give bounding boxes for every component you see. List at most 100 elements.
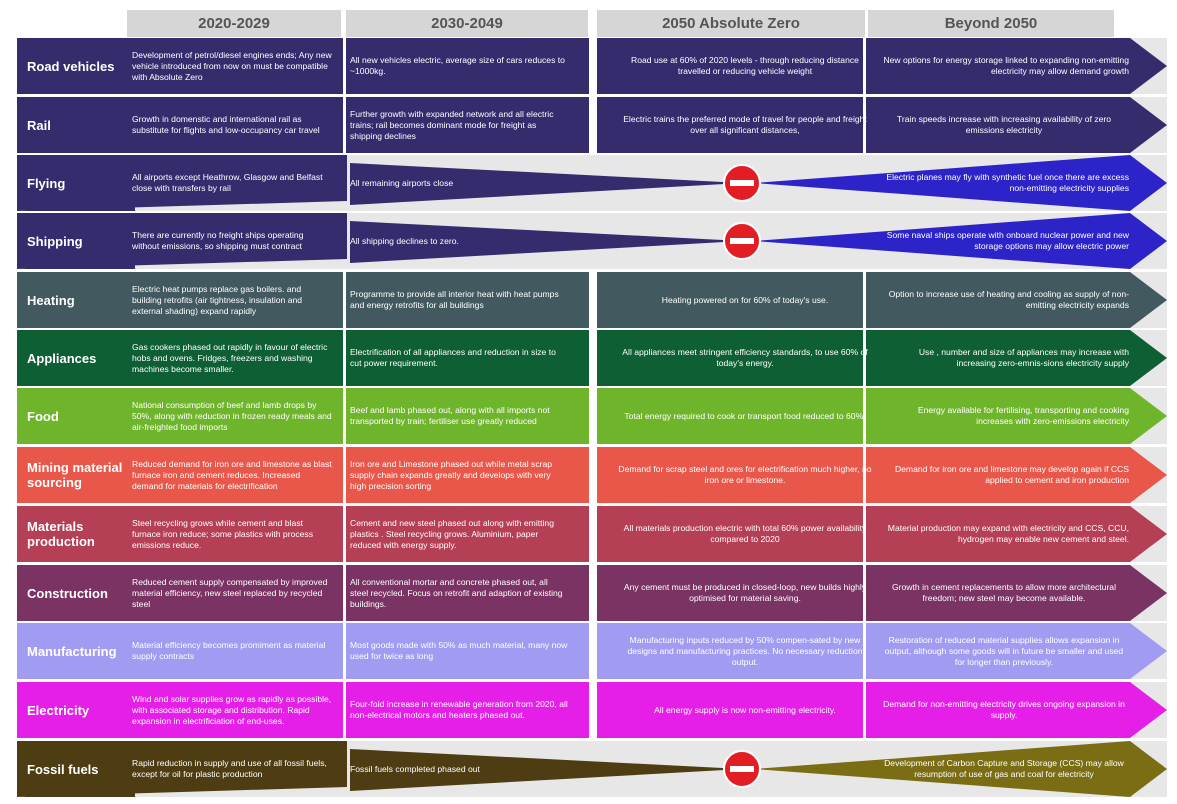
column-separator (343, 330, 346, 386)
row-band (17, 447, 1167, 503)
row-shipping: Shipping There are currently no freight s… (17, 213, 1167, 269)
column-separator (343, 623, 346, 679)
column-separator (863, 682, 866, 738)
cell-c4: Growth in cement replacements to allow m… (891, 582, 1116, 603)
band-seg-top (346, 623, 589, 631)
band-expand (754, 741, 1167, 797)
cell-c4: Option to increase use of heating and co… (888, 289, 1129, 310)
no-entry-bar (730, 180, 754, 186)
column-separator (863, 447, 866, 503)
no-entry-icon (723, 750, 761, 788)
row-label: Flying (17, 155, 135, 211)
cell-c4: Use , number and size of appliances may … (918, 347, 1129, 368)
cell-c1: All airports except Heathrow, Glasgow an… (132, 172, 323, 193)
column-separator (343, 506, 346, 562)
band-seg-c3 (597, 272, 863, 328)
column-separator (589, 330, 597, 386)
column-separator (343, 97, 346, 153)
column-separator (863, 97, 866, 153)
band-seg-top (346, 388, 589, 396)
column-separator (343, 272, 346, 328)
cell-c4: Energy available for fertilising, transp… (917, 405, 1129, 426)
band-seg-c3 (597, 623, 863, 679)
cell-c2: All new vehicles electric, average size … (350, 55, 565, 76)
row-label: Manufacturing (17, 623, 135, 679)
row-label: Construction (17, 565, 135, 621)
cell-c4: Some naval ships operate with onboard nu… (886, 230, 1129, 251)
row-materials-production: Materials production Steel recycling grow… (17, 506, 1167, 562)
column-separator (863, 272, 866, 328)
cell-c2: All shipping declines to zero. (350, 235, 459, 246)
cell-c4: Development of Carbon Capture and Storag… (884, 758, 1124, 779)
cell-c3: Heating powered on for 60% of today's us… (661, 294, 829, 305)
band-seg-top (346, 565, 589, 573)
cell-c1: Development of petrol/diesel engines end… (132, 49, 332, 82)
column-separator (589, 565, 597, 621)
row-electricity: Electricity Wind and solar supplies grow … (17, 682, 1167, 738)
band-seg-c3 (597, 388, 863, 444)
band-seg-c3 (597, 506, 863, 562)
column-separator (863, 330, 866, 386)
row-label: Rail (17, 97, 135, 153)
row-label: Food (17, 388, 135, 444)
no-entry-icon (723, 222, 761, 260)
row-rail: Rail Growth in domenstic and internationa… (17, 97, 1167, 153)
column-separator (589, 388, 597, 444)
cell-c1: There are currently no freight ships ope… (132, 230, 304, 251)
cell-c3: Manufacturing inputs reduced by 50% comp… (627, 634, 863, 667)
cell-c4: Material production may expand with elec… (887, 523, 1129, 544)
cell-c2: Electrification of all appliances and re… (350, 347, 556, 368)
cell-c4: Demand for non-emitting electricity driv… (883, 699, 1125, 720)
row-road-vehicles: Road vehicles Development of petrol/diese… (17, 38, 1167, 94)
cell-c4: Demand for iron ore and limestone may de… (894, 464, 1129, 485)
cell-c2: Further growth with expanded network and… (350, 108, 554, 141)
band-taper-2 (350, 163, 742, 205)
row-mining-material-sourcing: Mining material sourcing Reduced demand f… (17, 447, 1167, 503)
band-seg-top (346, 330, 589, 338)
no-entry-bar (730, 238, 754, 244)
row-band (17, 330, 1167, 386)
row-label: Road vehicles (17, 38, 135, 94)
no-entry-bar (730, 766, 754, 772)
cell-c2: Programme to provide all interior heat w… (350, 289, 559, 310)
row-label: Shipping (17, 213, 135, 269)
row-flying: Flying All airports except Heathrow, Glas… (17, 155, 1167, 211)
cell-c1: Gas cookers phased out rapidly in favour… (132, 341, 328, 374)
cell-c2: Fossil fuels completed phased out (350, 763, 480, 774)
cell-c2: Iron ore and Limestone phased out while … (350, 458, 553, 491)
column-separator (589, 272, 597, 328)
column-separator (343, 38, 346, 94)
cell-c1: Reduced demand for iron ore and limeston… (132, 458, 332, 491)
band-expand (754, 213, 1167, 269)
row-label: Electricity (17, 682, 135, 738)
cell-c3: All energy supply is now non-emitting el… (654, 704, 836, 715)
band-seg-c3 (597, 38, 863, 94)
cell-c1: Electric heat pumps replace gas boilers.… (132, 283, 303, 316)
cell-c3: Electric trains the preferred mode of tr… (623, 114, 867, 135)
cell-c3: Any cement must be produced in closed-lo… (623, 582, 867, 603)
column-separator (863, 506, 866, 562)
cell-c2: All remaining airports close (350, 177, 454, 188)
band-taper-2 (350, 749, 742, 791)
band-seg-c3 (597, 447, 863, 503)
band-seg-c3 (597, 682, 863, 738)
row-fossil-fuels: Fossil fuels Rapid reduction in supply an… (17, 741, 1167, 797)
cell-c2: Cement and new steel phased out along wi… (350, 517, 554, 550)
column-header-beyond-2050: Beyond 2050 (868, 10, 1114, 37)
row-band (17, 506, 1167, 562)
cell-c1: Material efficiency becomes promiment as… (132, 640, 326, 661)
row-label: Materials production (17, 506, 135, 562)
row-band (17, 272, 1167, 328)
band-seg-top (346, 682, 589, 690)
column-separator (589, 506, 597, 562)
column-separator (343, 447, 346, 503)
row-manufacturing: Manufacturing Material efficiency becomes… (17, 623, 1167, 679)
row-band (17, 38, 1167, 94)
row-label: Heating (17, 272, 135, 328)
cell-c3: All materials production electric with t… (623, 523, 867, 544)
band-expand (754, 155, 1167, 211)
cell-c3: All appliances meet stringent efficiency… (622, 347, 868, 368)
row-label: Appliances (17, 330, 135, 386)
column-header-2030-2049: 2030-2049 (346, 10, 588, 37)
cell-c4: Restoration of reduced material supplies… (884, 634, 1124, 667)
